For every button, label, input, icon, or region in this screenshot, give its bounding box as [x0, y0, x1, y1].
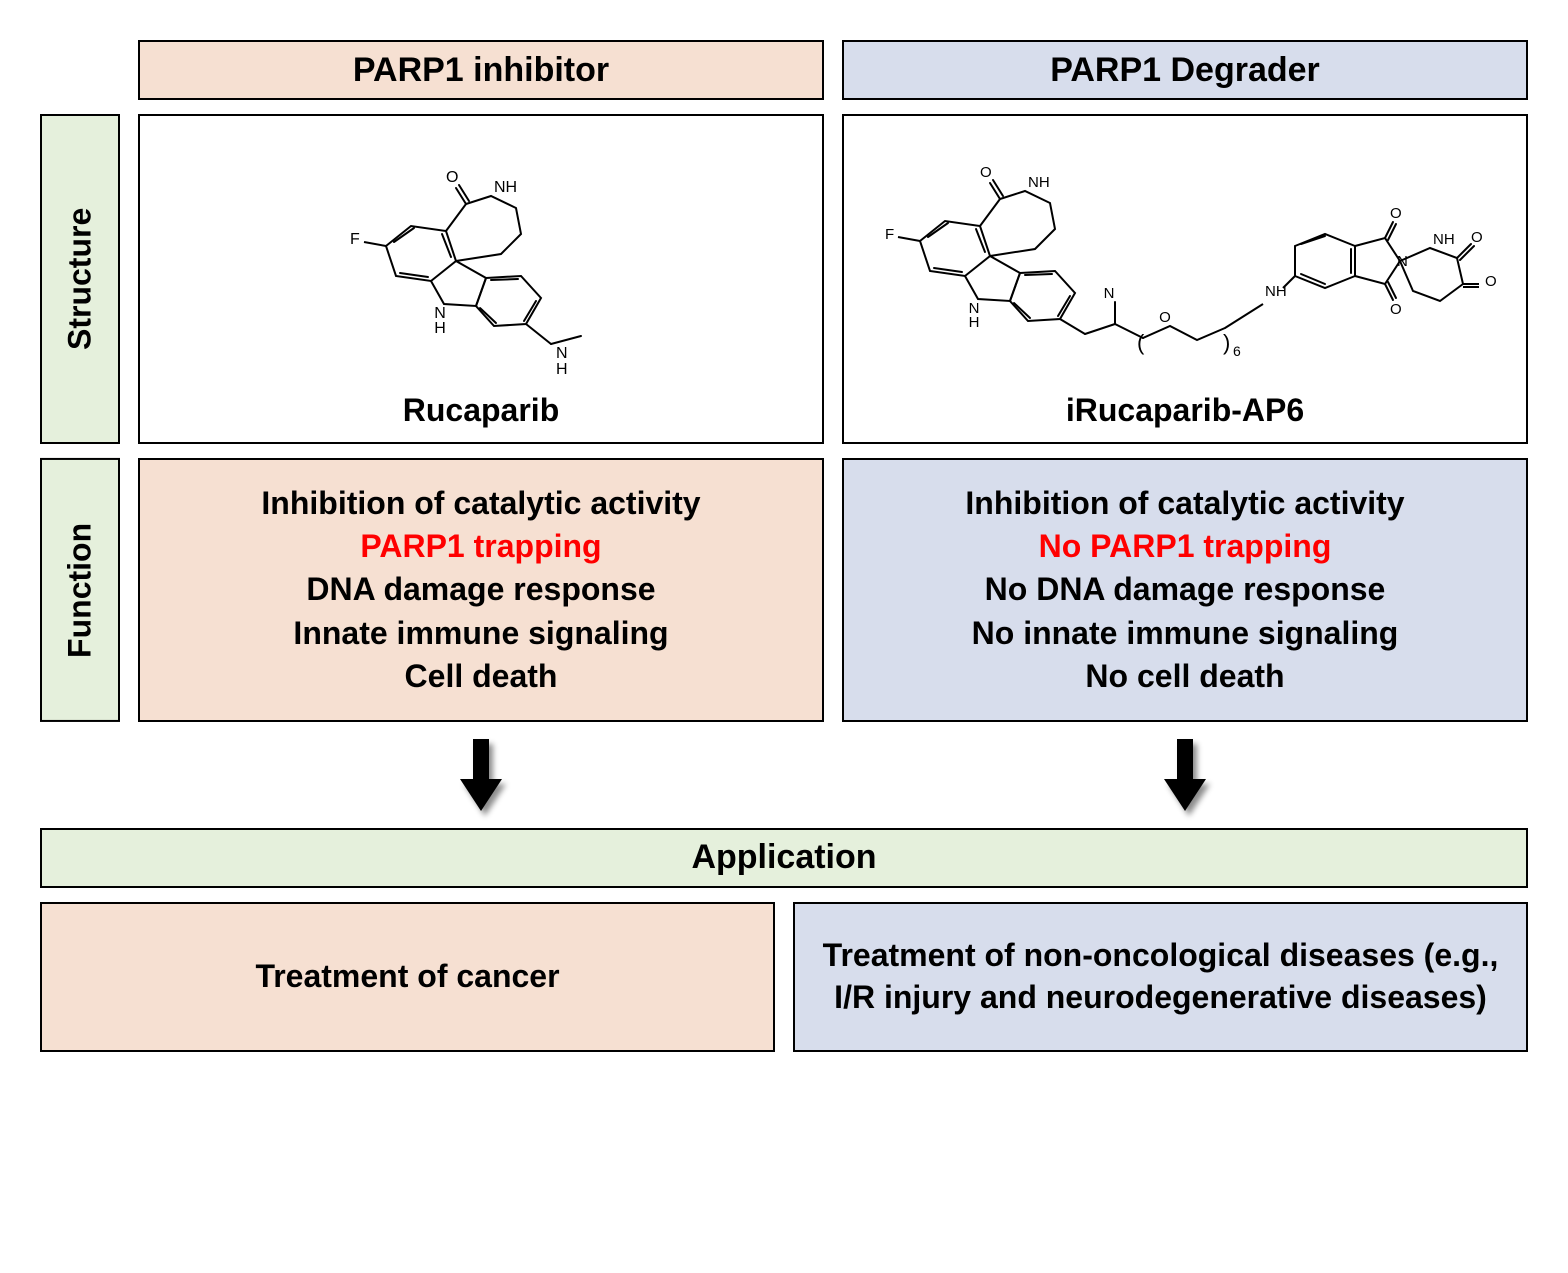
- col-header-degrader: PARP1 Degrader: [842, 40, 1528, 100]
- top-grid: PARP1 inhibitor PARP1 Degrader Structure: [40, 40, 1528, 722]
- svg-text:O: O: [1159, 309, 1171, 326]
- function-inhibitor: Inhibition of catalytic activityPARP1 tr…: [138, 458, 824, 722]
- svg-text:O: O: [1390, 205, 1402, 222]
- svg-text:F: F: [885, 226, 894, 243]
- function-line: No PARP1 trapping: [1039, 525, 1332, 568]
- figure: PARP1 inhibitor PARP1 Degrader Structure: [40, 40, 1528, 1052]
- application-grid: Treatment of cancer Treatment of non-onc…: [40, 902, 1528, 1052]
- svg-text:N: N: [1104, 285, 1115, 302]
- application-degrader: Treatment of non-oncological diseases (e…: [793, 902, 1528, 1052]
- structure-degrader: F O NH N H N O ( ) 6 NH: [842, 114, 1528, 444]
- application-inhibitor: Treatment of cancer: [40, 902, 775, 1052]
- rucaparib-structure-icon: F O NH N H N H: [316, 126, 646, 386]
- svg-text:N: N: [556, 345, 568, 362]
- svg-text:(: (: [1137, 330, 1145, 355]
- row-header-structure-label: Structure: [62, 208, 99, 350]
- structure-inhibitor-name: Rucaparib: [403, 392, 559, 429]
- down-arrow-icon: [1160, 735, 1210, 815]
- svg-text:): ): [1223, 330, 1230, 355]
- structure-inhibitor: F O NH N H N H Rucaparib: [138, 114, 824, 444]
- application-degrader-text: Treatment of non-oncological diseases (e…: [819, 935, 1502, 1018]
- irucaparib-ap6-structure-icon: F O NH N H N O ( ) 6 NH: [865, 126, 1505, 386]
- svg-text:NH: NH: [1028, 174, 1050, 191]
- row-header-structure: Structure: [40, 114, 120, 444]
- svg-text:O: O: [980, 164, 992, 181]
- svg-text:NH: NH: [1265, 283, 1287, 300]
- function-line: Inhibition of catalytic activity: [965, 482, 1404, 525]
- svg-text:H: H: [434, 320, 446, 337]
- function-degrader: Inhibition of catalytic activityNo PARP1…: [842, 458, 1528, 722]
- svg-text:N: N: [1397, 253, 1408, 270]
- function-line: Cell death: [405, 655, 558, 698]
- svg-text:O: O: [1390, 301, 1402, 318]
- function-line: No innate immune signaling: [972, 612, 1399, 655]
- svg-text:O: O: [446, 169, 458, 186]
- col-header-inhibitor: PARP1 inhibitor: [138, 40, 824, 100]
- row-header-function-label: Function: [62, 522, 99, 657]
- arrow-right-cell: [842, 730, 1528, 820]
- function-line: DNA damage response: [306, 568, 655, 611]
- arrow-spacer: [40, 730, 120, 820]
- function-line: PARP1 trapping: [360, 525, 601, 568]
- svg-text:O: O: [1485, 273, 1497, 290]
- svg-text:6: 6: [1233, 343, 1241, 359]
- col-header-inhibitor-label: PARP1 inhibitor: [353, 51, 609, 90]
- svg-text:NH: NH: [494, 179, 517, 196]
- svg-text:O: O: [1471, 229, 1483, 246]
- function-line: Innate immune signaling: [293, 612, 668, 655]
- application-section: Application Treatment of cancer Treatmen…: [40, 828, 1528, 1052]
- structure-degrader-name: iRucaparib-AP6: [1066, 392, 1304, 429]
- row-header-application: Application: [40, 828, 1528, 888]
- svg-text:F: F: [350, 231, 360, 248]
- svg-text:H: H: [969, 314, 980, 331]
- corner-spacer: [40, 40, 120, 100]
- arrow-row: [40, 730, 1528, 820]
- svg-text:NH: NH: [1433, 231, 1455, 248]
- arrow-left-cell: [138, 730, 824, 820]
- function-line: No DNA damage response: [985, 568, 1386, 611]
- down-arrow-icon: [456, 735, 506, 815]
- svg-text:H: H: [556, 361, 568, 378]
- row-header-function: Function: [40, 458, 120, 722]
- function-line: Inhibition of catalytic activity: [261, 482, 700, 525]
- application-inhibitor-text: Treatment of cancer: [255, 956, 559, 998]
- col-header-degrader-label: PARP1 Degrader: [1050, 51, 1320, 90]
- row-header-application-label: Application: [691, 838, 876, 877]
- function-line: No cell death: [1085, 655, 1284, 698]
